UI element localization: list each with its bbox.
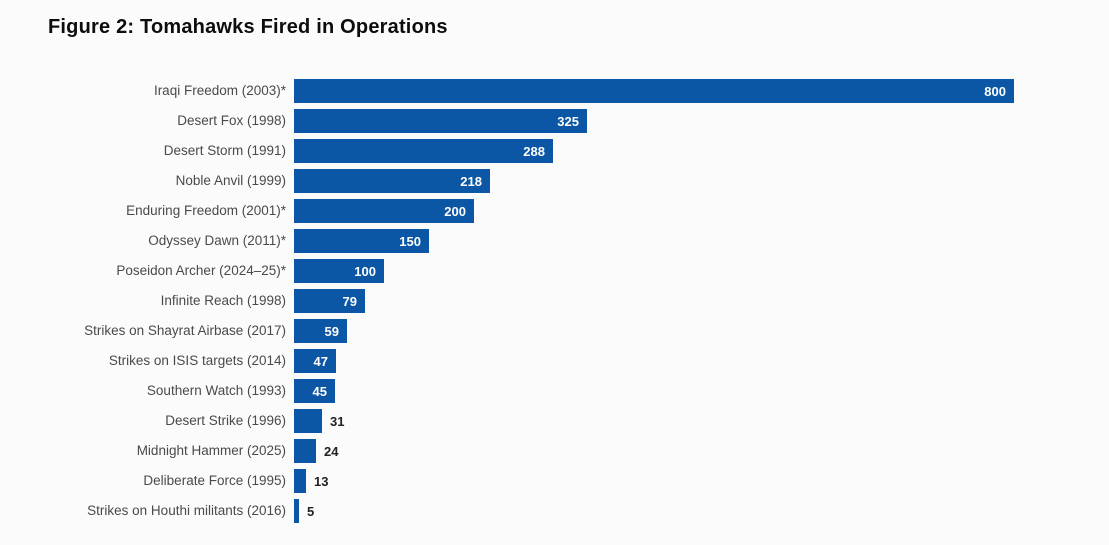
chart-row: Desert Storm (1991) 288 [0, 136, 1109, 166]
bar-value: 150 [399, 233, 421, 249]
bar-label: Strikes on Houthi militants (2016) [87, 503, 286, 519]
bar-label: Enduring Freedom (2001)* [126, 203, 286, 219]
bar [294, 499, 299, 523]
bar-track: 31 [294, 409, 344, 433]
chart-row: Strikes on Shayrat Airbase (2017) 59 [0, 316, 1109, 346]
bar-value: 79 [342, 293, 357, 309]
chart-row: Southern Watch (1993) 45 [0, 376, 1109, 406]
chart-row: Deliberate Force (1995) 13 [0, 466, 1109, 496]
bar: 200 [294, 199, 474, 223]
bar-track: 150 [294, 229, 429, 253]
bar-value: 31 [330, 413, 345, 429]
bar-track: 200 [294, 199, 474, 223]
bar-value: 5 [307, 503, 315, 519]
bar: 59 [294, 319, 347, 343]
bar-track: 59 [294, 319, 347, 343]
bar-value: 288 [523, 143, 545, 159]
bar-label: Desert Storm (1991) [163, 143, 286, 159]
bar-track: 24 [294, 439, 338, 463]
bar-value: 218 [460, 173, 482, 189]
bar-chart: Iraqi Freedom (2003)* 800 Desert Fox (1998… [0, 76, 1109, 526]
chart-row: Enduring Freedom (2001)* 200 [0, 196, 1109, 226]
chart-row: Iraqi Freedom (2003)* 800 [0, 76, 1109, 106]
bar-value: 59 [324, 323, 339, 339]
bar: 218 [294, 169, 490, 193]
bar-track: 45 [294, 379, 335, 403]
bar-track: 325 [294, 109, 587, 133]
bar: 100 [294, 259, 384, 283]
bar-track: 47 [294, 349, 336, 373]
chart-row: Desert Strike (1996) 31 [0, 406, 1109, 436]
bar-track: 79 [294, 289, 365, 313]
bar-label: Desert Strike (1996) [165, 413, 286, 429]
bar-value: 24 [324, 443, 339, 459]
bar-label: Southern Watch (1993) [146, 383, 286, 399]
bar-label: Odyssey Dawn (2011)* [148, 233, 286, 249]
bar-track: 5 [294, 499, 314, 523]
bar-track: 100 [294, 259, 384, 283]
bar-value: 45 [312, 383, 327, 399]
bar-label: Strikes on Shayrat Airbase (2017) [84, 323, 286, 339]
chart-row: Strikes on Houthi militants (2016) 5 [0, 496, 1109, 526]
bar-label: Poseidon Archer (2024–25)* [116, 263, 286, 279]
chart-row: Odyssey Dawn (2011)* 150 [0, 226, 1109, 256]
chart-row: Infinite Reach (1998) 79 [0, 286, 1109, 316]
bar: 47 [294, 349, 336, 373]
chart-row: Poseidon Archer (2024–25)* 100 [0, 256, 1109, 286]
bar-value: 13 [314, 473, 329, 489]
bar-track: 800 [294, 79, 1014, 103]
bar: 150 [294, 229, 429, 253]
bar-label: Midnight Hammer (2025) [136, 443, 286, 459]
chart-row: Noble Anvil (1999) 218 [0, 166, 1109, 196]
bar-label: Desert Fox (1998) [177, 113, 286, 129]
bar-track: 218 [294, 169, 490, 193]
bar-label: Iraqi Freedom (2003)* [153, 83, 286, 99]
bar-value: 200 [444, 203, 466, 219]
bar: 45 [294, 379, 335, 403]
bar-value: 325 [557, 113, 579, 129]
bar-value: 800 [984, 83, 1006, 99]
bar [294, 439, 316, 463]
chart-row: Strikes on ISIS targets (2014) 47 [0, 346, 1109, 376]
bar [294, 469, 306, 493]
bar-value: 100 [354, 263, 376, 279]
bar: 288 [294, 139, 553, 163]
bar-track: 13 [294, 469, 328, 493]
bar: 325 [294, 109, 587, 133]
bar-label: Strikes on ISIS targets (2014) [108, 353, 286, 369]
bar [294, 409, 322, 433]
chart-row: Midnight Hammer (2025) 24 [0, 436, 1109, 466]
bar-label: Infinite Reach (1998) [160, 293, 286, 309]
bar: 800 [294, 79, 1014, 103]
bar-label: Deliberate Force (1995) [143, 473, 286, 489]
bar: 79 [294, 289, 365, 313]
chart-row: Desert Fox (1998) 325 [0, 106, 1109, 136]
bar-track: 288 [294, 139, 553, 163]
chart-title: Figure 2: Tomahawks Fired in Operations [48, 16, 448, 38]
bar-value: 47 [313, 353, 328, 369]
bar-label: Noble Anvil (1999) [175, 173, 286, 189]
